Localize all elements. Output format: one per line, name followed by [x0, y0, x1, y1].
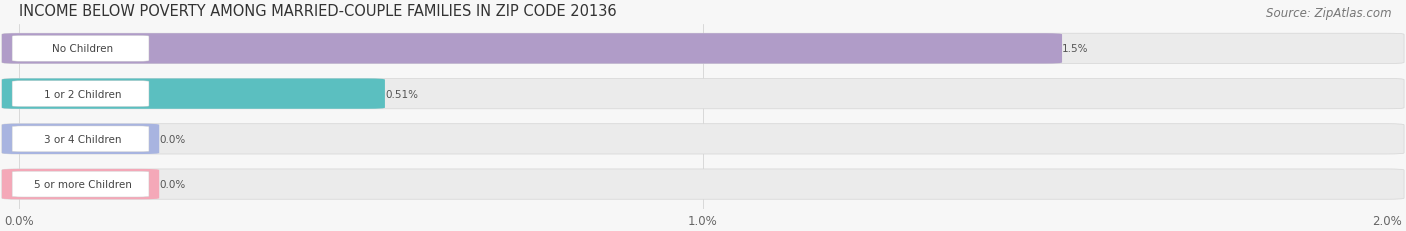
- Text: No Children: No Children: [52, 44, 112, 54]
- Text: 1 or 2 Children: 1 or 2 Children: [44, 89, 121, 99]
- FancyBboxPatch shape: [1, 34, 1405, 64]
- Text: 0.0%: 0.0%: [159, 134, 186, 144]
- Text: 3 or 4 Children: 3 or 4 Children: [44, 134, 121, 144]
- FancyBboxPatch shape: [1, 124, 1405, 154]
- FancyBboxPatch shape: [13, 81, 149, 107]
- FancyBboxPatch shape: [1, 79, 1405, 109]
- Text: INCOME BELOW POVERTY AMONG MARRIED-COUPLE FAMILIES IN ZIP CODE 20136: INCOME BELOW POVERTY AMONG MARRIED-COUPL…: [18, 4, 617, 19]
- Text: 1.5%: 1.5%: [1062, 44, 1088, 54]
- FancyBboxPatch shape: [1, 124, 159, 154]
- FancyBboxPatch shape: [13, 36, 149, 62]
- FancyBboxPatch shape: [1, 169, 1405, 199]
- Text: 0.0%: 0.0%: [159, 179, 186, 189]
- Text: 5 or more Children: 5 or more Children: [34, 179, 132, 189]
- FancyBboxPatch shape: [1, 79, 385, 109]
- FancyBboxPatch shape: [13, 126, 149, 152]
- Text: Source: ZipAtlas.com: Source: ZipAtlas.com: [1267, 7, 1392, 20]
- FancyBboxPatch shape: [1, 34, 1062, 64]
- FancyBboxPatch shape: [1, 169, 159, 199]
- Text: 0.51%: 0.51%: [385, 89, 418, 99]
- FancyBboxPatch shape: [13, 171, 149, 197]
